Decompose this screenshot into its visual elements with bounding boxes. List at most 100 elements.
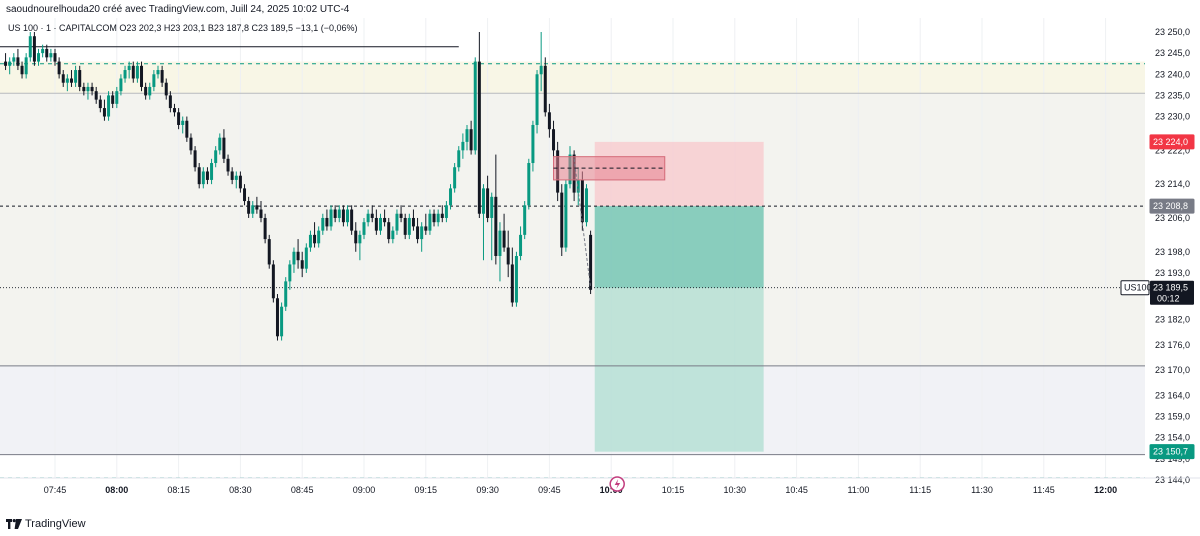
symbol-tag[interactable]: [1120, 280, 1150, 296]
price-tick-label: 23 250,0: [1155, 27, 1190, 37]
price-tick-label: 23 154,0: [1155, 433, 1190, 443]
candle-down: [440, 213, 444, 218]
time-tick-label: 09:30: [476, 485, 499, 495]
candle-up: [49, 53, 53, 58]
candle-up: [308, 234, 312, 248]
price-label-badge[interactable]: [1149, 444, 1195, 460]
candle-up: [329, 209, 333, 227]
candle-up: [292, 251, 296, 265]
candle-down: [238, 175, 242, 189]
take-profit-zone[interactable]: [594, 206, 764, 452]
candle-down: [168, 95, 172, 109]
candle-down: [350, 209, 354, 231]
candle-up: [527, 163, 531, 206]
price-tick-label: 23 182,0: [1155, 314, 1190, 324]
position-layer[interactable]: [594, 141, 764, 452]
tradingview-logo-text: TradingView: [25, 518, 86, 530]
candle-down: [271, 264, 275, 299]
candle-up: [378, 217, 382, 231]
time-tick-label: 08:00: [105, 485, 128, 495]
candle-up: [148, 86, 152, 96]
tradingview-logo[interactable]: TradingView: [6, 518, 86, 530]
candle-up: [337, 209, 341, 218]
candle-down: [53, 53, 57, 62]
candle-up: [156, 70, 160, 75]
candle-up: [234, 175, 238, 180]
time-tick-label: 11:15: [909, 485, 931, 495]
candle-down: [140, 65, 144, 87]
candle-up: [210, 163, 214, 180]
candle-down: [144, 86, 148, 96]
candle-up: [280, 306, 284, 337]
candle-up: [523, 205, 527, 235]
candle-down: [370, 213, 374, 218]
candle-down: [333, 209, 337, 218]
candle-up: [317, 230, 321, 244]
candle-down: [275, 298, 279, 337]
price-label-text: 23 150,7: [1153, 447, 1188, 457]
candle-down: [494, 196, 498, 256]
candle-up: [251, 205, 255, 214]
candle-up: [362, 222, 366, 235]
overlay-layer[interactable]: [553, 156, 666, 288]
candle-up: [358, 234, 362, 244]
price-tick-label: 23 214,0: [1155, 179, 1190, 189]
candle-down: [226, 158, 230, 172]
time-tick-label: 12:00: [1094, 485, 1117, 495]
current-price-badge[interactable]: [1150, 280, 1194, 305]
candle-down: [189, 137, 193, 151]
price-axis-background: [1145, 18, 1200, 478]
candle-down: [341, 209, 345, 223]
candlestick-chart[interactable]: 23 250,0 23 245,0 23 240,0 23 235,0 23 230,0…: [0, 18, 1200, 512]
candles-layer: [4, 32, 593, 341]
candle-up: [428, 213, 432, 231]
candle-down: [486, 188, 490, 218]
price-tick-label: 23 164,0: [1155, 390, 1190, 400]
candle-up: [366, 213, 370, 223]
candle-down: [403, 217, 407, 235]
time-tick-label: 10:00: [600, 485, 623, 495]
candle-down: [383, 217, 387, 223]
candle-down: [247, 201, 251, 214]
candle-up: [457, 150, 461, 168]
candle-down: [510, 264, 514, 303]
candle-down: [502, 230, 506, 248]
time-axis[interactable]: 07:45 08:00 08:15 08:30 08:45 09:00 09:15 09:30…: [0, 476, 1200, 495]
candle-up: [86, 86, 90, 92]
candle-up: [65, 78, 69, 83]
candle-down: [177, 112, 181, 125]
candle-down: [111, 95, 115, 104]
candle-up: [564, 184, 568, 248]
candle-down: [296, 251, 300, 261]
candle-down: [45, 48, 49, 58]
candle-down: [243, 188, 247, 202]
candle-up: [8, 61, 12, 66]
candle-up: [123, 70, 127, 79]
price-label-badge[interactable]: [1149, 198, 1195, 214]
candle-up: [107, 95, 111, 117]
price-tick-label: 23 245,0: [1155, 48, 1190, 58]
candle-up: [514, 256, 518, 303]
chart-header: saoudnourelhouda20 créé avec TradingView…: [0, 0, 1200, 18]
price-tick-label: 23 206,0: [1155, 213, 1190, 223]
candle-up: [28, 36, 32, 58]
candle-up: [453, 167, 457, 189]
candle-up: [420, 226, 424, 240]
countdown-text: 00:12: [1157, 294, 1180, 304]
candle-down: [160, 70, 164, 83]
tradingview-logo-icon: [6, 519, 22, 529]
price-tick-label: 23 222,0: [1155, 145, 1190, 155]
candle-up: [284, 281, 288, 307]
candle-down: [78, 70, 82, 87]
lightning-icon: [614, 479, 621, 489]
time-tick-label: 09:45: [538, 485, 561, 495]
candle-down: [547, 112, 551, 130]
symbol-tag-text: US100: [1124, 283, 1152, 293]
price-label-badge[interactable]: [1149, 134, 1195, 150]
candle-up: [481, 188, 485, 214]
price-axis[interactable]: 23 250,0 23 245,0 23 240,0 23 235,0 23 230,0…: [1120, 18, 1200, 485]
candle-down: [57, 61, 61, 75]
candle-up: [449, 188, 453, 206]
candle-up: [584, 188, 588, 223]
candle-up: [37, 53, 41, 62]
